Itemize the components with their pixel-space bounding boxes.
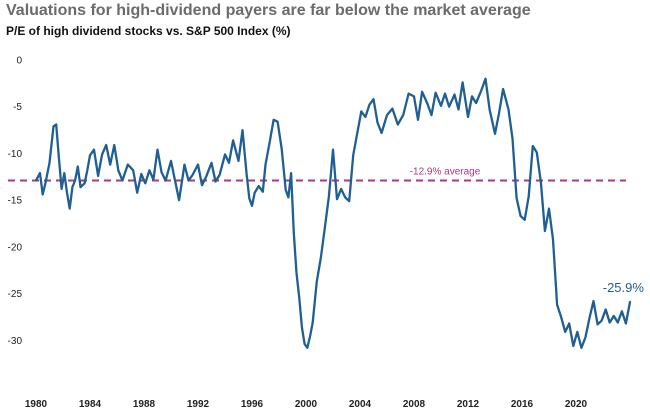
y-tick-label: -25 [8, 289, 23, 300]
y-tick-label: -15 [8, 196, 23, 207]
chart-title: Valuations for high-dividend payers are … [6, 2, 531, 19]
x-tick-label: 1992 [187, 399, 210, 410]
y-tick-label: -5 [13, 102, 22, 113]
x-tick-label: 2016 [511, 399, 534, 410]
y-tick-label: -30 [8, 336, 23, 347]
chart-subtitle: P/E of high dividend stocks vs. S&P 500 … [6, 24, 291, 38]
x-tick-label: 1980 [25, 399, 48, 410]
x-tick-label: 2000 [295, 399, 318, 410]
series-line-pe-ratio [34, 77, 632, 349]
x-tick-label: 2008 [403, 399, 426, 410]
x-tick-label: 1984 [79, 399, 102, 410]
x-tick-label: 2020 [565, 399, 588, 410]
x-tick-label: 2012 [457, 399, 480, 410]
last-value-label: -25.9% [603, 280, 645, 295]
x-tick-label: 2004 [349, 399, 372, 410]
y-tick-label: -20 [8, 242, 23, 253]
x-tick-label: 1996 [241, 399, 264, 410]
average-label: -12.9% average [410, 167, 481, 178]
y-axis: 0 -5 -10 -15 -20 -25 -30 [8, 56, 23, 347]
y-tick-label: -10 [8, 149, 23, 160]
x-axis: 1980 1984 1988 1992 1996 2000 2004 2008 2012 2016… [25, 399, 588, 410]
x-tick-label: 1988 [133, 399, 156, 410]
y-tick-label: 0 [16, 56, 22, 67]
